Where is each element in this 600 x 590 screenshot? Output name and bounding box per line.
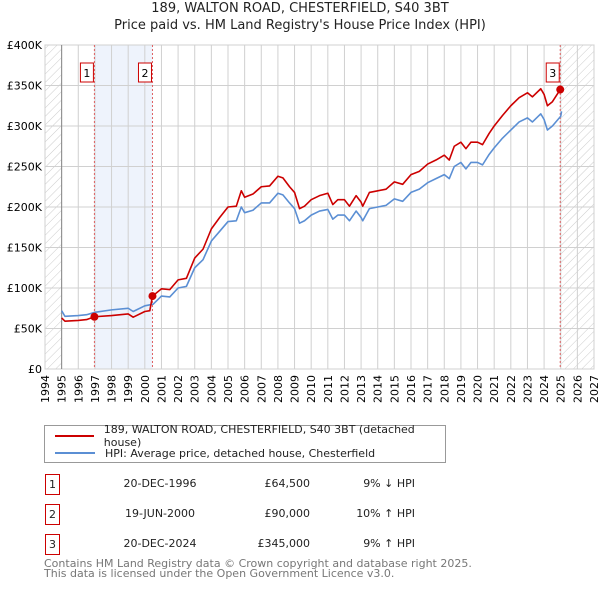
y-tick-label: £200K (7, 201, 43, 214)
table-row: 2 19-JUN-2000 £90,000 10% ↑ HPI (45, 504, 445, 525)
sale-number: 1 (45, 474, 60, 495)
x-tick-label: 2023 (521, 375, 534, 403)
sale-label: 2 (141, 67, 148, 80)
property-line-swatch (55, 435, 94, 437)
x-tick-label: 1999 (122, 375, 135, 403)
sale-point (90, 312, 99, 321)
sale-date: 19-JUN-2000 (124, 507, 196, 520)
sale-label: 3 (549, 67, 556, 80)
x-tick-label: 2021 (488, 375, 501, 403)
x-tick-label: 2014 (372, 375, 385, 403)
x-tick-label: 1995 (56, 375, 69, 403)
legend-property: 189, WALTON ROAD, CHESTERFIELD, S40 3BT … (103, 423, 415, 449)
table-row: 1 20-DEC-1996 £64,500 9% ↓ HPI (45, 474, 445, 495)
sale-point (556, 85, 565, 94)
y-tick-label: £250K (7, 161, 43, 174)
x-tick-label: 2025 (555, 375, 568, 403)
sale-label-box (137, 62, 152, 83)
x-tick-label: 2017 (422, 375, 435, 403)
sale-hpi: 9% ↓ HPI (363, 477, 415, 490)
x-tick-label: 2005 (222, 375, 235, 403)
x-tick-label: 2027 (588, 375, 600, 403)
hpi-line (60, 111, 563, 318)
sale-hpi: 10% ↑ HPI (356, 507, 415, 520)
sale-number: 2 (45, 504, 60, 525)
property-line (61, 87, 561, 323)
y-tick-label: £300K (7, 120, 43, 133)
sale-price: £90,000 (264, 507, 311, 520)
sale-price: £345,000 (257, 537, 311, 550)
sale-label-box (79, 62, 94, 83)
x-tick-label: 2020 (472, 375, 485, 403)
sale-number: 3 (45, 534, 60, 555)
x-tick-label: 2001 (155, 375, 168, 403)
x-tick-label: 2010 (305, 375, 318, 403)
x-tick-label: 2006 (239, 375, 252, 403)
x-tick-label: 2003 (189, 375, 202, 403)
x-tick-label: 2008 (272, 375, 285, 403)
sale-date: 20-DEC-2024 (123, 537, 197, 550)
table-row: 3 20-DEC-2024 £345,000 9% ↑ HPI (45, 534, 445, 555)
y-tick-label: £0 (28, 363, 42, 376)
x-tick-label: 2011 (322, 375, 335, 403)
x-tick-label: 2012 (338, 375, 351, 403)
x-tick-label: 2016 (405, 375, 418, 403)
footer: Contains HM Land Registry data © Crown c… (44, 557, 472, 580)
chart-subtitle: Price paid vs. HM Land Registry's House … (114, 18, 486, 33)
x-tick-label: 2019 (455, 375, 468, 403)
legend: 189, WALTON ROAD, CHESTERFIELD, S40 3BT … (44, 423, 446, 463)
y-tick-label: £350K (7, 80, 43, 93)
y-tick-label: £400K (7, 39, 43, 52)
x-tick-label: 1994 (39, 375, 52, 403)
footer-line: Contains HM Land Registry data © Crown c… (44, 557, 472, 570)
sale-label-box (545, 62, 560, 83)
x-tick-label: 2002 (172, 375, 185, 403)
chart-title: 189, WALTON ROAD, CHESTERFIELD, S40 3BT (151, 1, 449, 16)
x-tick-label: 2024 (538, 375, 551, 403)
y-tick-label: £150K (7, 242, 43, 255)
x-tick-label: 2018 (438, 375, 451, 403)
x-tick-label: 2013 (355, 375, 368, 403)
x-tick-label: 1997 (89, 375, 102, 403)
sale-price: £64,500 (264, 477, 311, 490)
y-tick-label: £50K (14, 323, 43, 336)
x-tick-label: 2000 (139, 375, 152, 403)
sale-label: 1 (83, 67, 90, 80)
x-tick-label: 2004 (205, 375, 218, 403)
footer-line: This data is licensed under the Open Gov… (44, 567, 395, 580)
x-tick-label: 2015 (388, 375, 401, 403)
x-tick-label: 2026 (571, 375, 584, 403)
x-tick-label: 2022 (505, 375, 518, 403)
legend-hpi: HPI: Average price, detached house, Ches… (105, 446, 376, 460)
price-chart: 1994 1995 1996 1997 1998 1999 2000 2001 2002 2003… (7, 39, 600, 403)
x-tick-label: 2009 (289, 375, 302, 403)
sale-point (148, 292, 157, 301)
x-tick-label: 2007 (255, 375, 268, 403)
x-tick-label: 1998 (106, 375, 119, 403)
hpi-line-swatch (55, 452, 95, 454)
x-tick-label: 1996 (72, 375, 85, 403)
y-tick-label: £100K (7, 282, 43, 295)
sale-date: 20-DEC-1996 (123, 477, 197, 490)
sale-hpi: 9% ↑ HPI (363, 537, 415, 550)
